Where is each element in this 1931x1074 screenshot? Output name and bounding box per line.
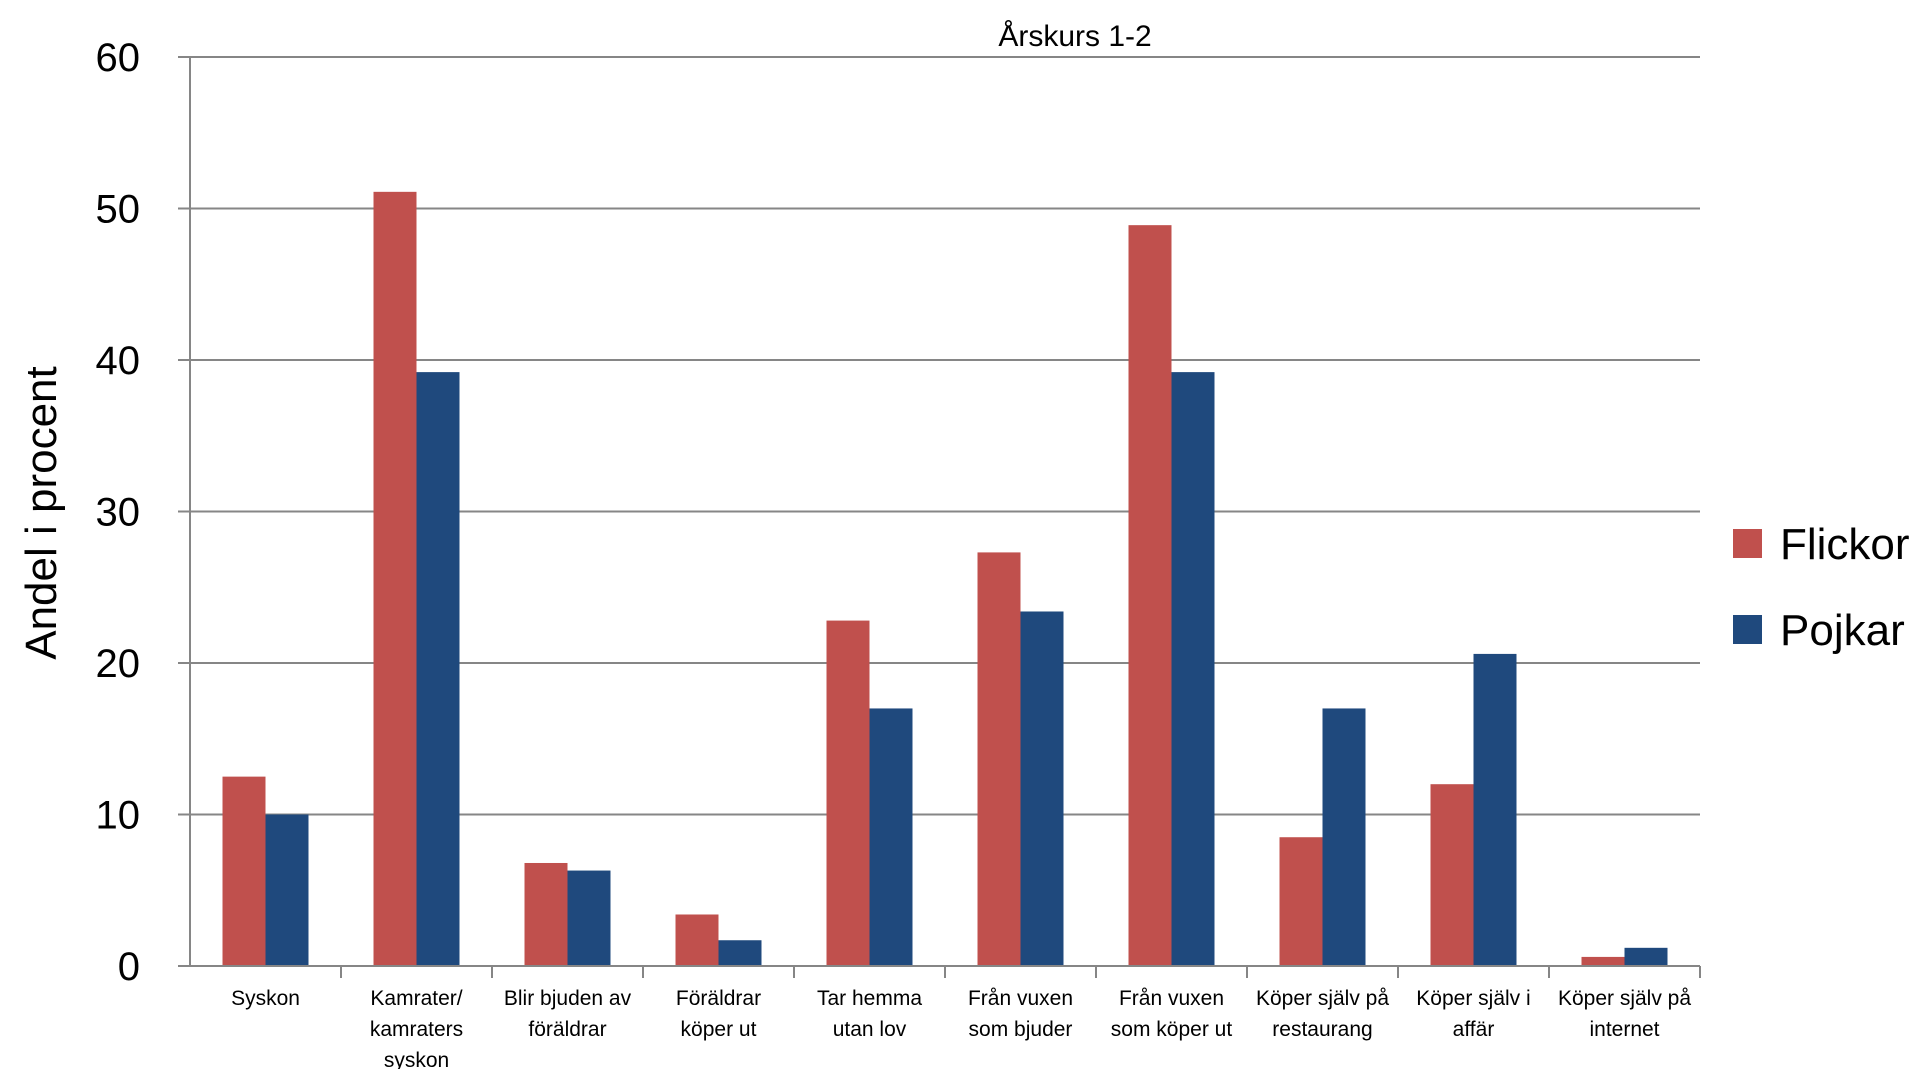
bar-pojkar-1 (265, 814, 309, 966)
x-tick-label: som bjuder (969, 1018, 1073, 1041)
x-tick-label: köper ut (681, 1018, 757, 1041)
bar-pojkar-7 (1171, 372, 1215, 966)
x-tick-label: Föräldrar (676, 987, 761, 1010)
x-tick-label: kamraters (370, 1018, 463, 1041)
legend-label-flickor: Flickor (1780, 520, 1910, 569)
bar-flickor-5 (826, 620, 870, 966)
x-tick-label: föräldrar (528, 1018, 606, 1041)
bar-flickor-6 (977, 552, 1021, 966)
bar-flickor-3 (524, 862, 568, 966)
x-tick-label: Köper själv på (1558, 987, 1691, 1010)
legend-swatch-pojkar (1733, 615, 1762, 644)
x-tick-label: Tar hemma (817, 987, 922, 1010)
chart-subtitle: Årskurs 1-2 (998, 20, 1151, 53)
x-tick-label: syskon (384, 1049, 449, 1069)
bar-pojkar-6 (1020, 611, 1064, 966)
x-tick-label: Köper själv i (1416, 987, 1530, 1010)
bar-flickor-9 (1430, 784, 1474, 966)
x-tick-label: Blir bjuden av (504, 987, 632, 1010)
x-tick-label: Köper själv på (1256, 987, 1389, 1010)
bar-pojkar-5 (869, 708, 913, 966)
x-tick-label: Kamrater/ (370, 987, 462, 1010)
y-tick-label: 10 (96, 794, 141, 838)
bar-pojkar-2 (416, 372, 460, 966)
bar-pojkar-10 (1624, 947, 1668, 966)
x-tick-label: Från vuxen (1119, 987, 1224, 1010)
x-tick-label: affär (1453, 1018, 1495, 1041)
bar-pojkar-9 (1473, 653, 1517, 966)
x-tick-label: restaurang (1272, 1018, 1372, 1041)
x-tick-label: Syskon (231, 987, 300, 1010)
axes: 0 10 20 30 40 50 60 Syskon Kamrater/kamraters sys… (96, 36, 1701, 1072)
y-axis-label: Andel i procent (17, 366, 66, 660)
bar-flickor-1 (222, 776, 266, 966)
y-tick-label: 30 (96, 491, 141, 535)
x-tick-label: utan lov (833, 1018, 907, 1041)
y-tick-label: 20 (96, 642, 141, 686)
legend-swatch-flickor (1733, 529, 1762, 558)
bar-flickor-2 (373, 191, 417, 966)
bar-flickor-10 (1581, 956, 1625, 966)
bar-pojkar-4 (718, 940, 762, 966)
bars (222, 191, 1668, 967)
legend: Flickor Pojkar (1733, 520, 1910, 655)
x-tick-label: Från vuxen (968, 987, 1073, 1010)
x-tick-label: som köper ut (1111, 1018, 1233, 1041)
bar-pojkar-3 (567, 870, 611, 966)
bar-pojkar-8 (1322, 708, 1366, 966)
x-tick-label: internet (1589, 1018, 1659, 1041)
bar-flickor-4 (675, 914, 719, 966)
legend-label-pojkar: Pojkar (1780, 606, 1905, 655)
y-tick-label: 40 (96, 339, 141, 383)
bar-flickor-8 (1279, 837, 1323, 966)
y-tick-label: 60 (96, 36, 141, 80)
bar-flickor-7 (1128, 225, 1172, 967)
y-tick-label: 0 (118, 945, 140, 989)
y-tick-label: 50 (96, 188, 141, 232)
